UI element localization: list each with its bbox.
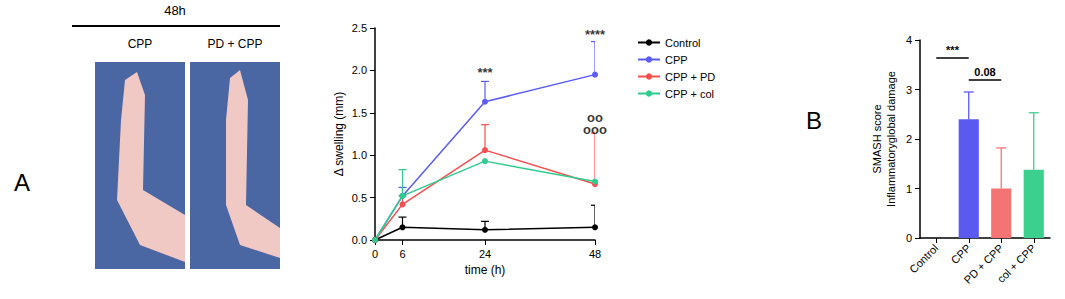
svg-text:3: 3: [906, 84, 912, 96]
svg-text:Control: Control: [907, 242, 941, 276]
svg-text:SMASH score: SMASH score: [871, 104, 883, 173]
svg-text:24: 24: [479, 248, 491, 260]
svg-text:***: ***: [477, 65, 493, 80]
svg-text:A: A: [14, 169, 30, 196]
svg-text:col + CPP: col + CPP: [995, 242, 1038, 285]
svg-text:CPP: CPP: [128, 37, 153, 51]
svg-text:2.5: 2.5: [352, 22, 367, 34]
svg-text:2: 2: [906, 133, 912, 145]
svg-text:ooo: ooo: [583, 122, 607, 137]
svg-text:48: 48: [589, 248, 601, 260]
svg-text:Control: Control: [665, 37, 700, 49]
svg-text:PD + CPP: PD + CPP: [961, 241, 1006, 286]
svg-text:CPP + PD: CPP + PD: [665, 71, 715, 83]
svg-text:time (h): time (h): [465, 263, 506, 277]
svg-text:0: 0: [906, 232, 912, 244]
svg-text:Inflammatoryglobal damage: Inflammatoryglobal damage: [885, 71, 897, 207]
svg-text:0.5: 0.5: [352, 192, 367, 204]
svg-text:CPP: CPP: [665, 54, 688, 66]
svg-text:1: 1: [906, 183, 912, 195]
svg-text:0.0: 0.0: [352, 234, 367, 246]
svg-text:Δ swelling (mm): Δ swelling (mm): [332, 92, 346, 177]
svg-text:2.0: 2.0: [352, 64, 367, 76]
svg-text:4: 4: [906, 34, 912, 46]
svg-text:****: ****: [585, 27, 606, 42]
svg-text:CPP + col: CPP + col: [665, 88, 714, 100]
svg-text:0: 0: [372, 248, 378, 260]
svg-text:6: 6: [399, 248, 405, 260]
svg-text:oo: oo: [587, 109, 603, 125]
svg-text:B: B: [806, 107, 822, 134]
svg-text:***: ***: [946, 44, 960, 56]
svg-text:48h: 48h: [164, 3, 186, 18]
svg-text:PD + CPP: PD + CPP: [207, 37, 262, 51]
svg-text:1.0: 1.0: [352, 149, 367, 161]
svg-text:CPP: CPP: [949, 242, 973, 266]
svg-text:1.5: 1.5: [352, 107, 367, 119]
svg-text:0.08: 0.08: [974, 66, 995, 78]
